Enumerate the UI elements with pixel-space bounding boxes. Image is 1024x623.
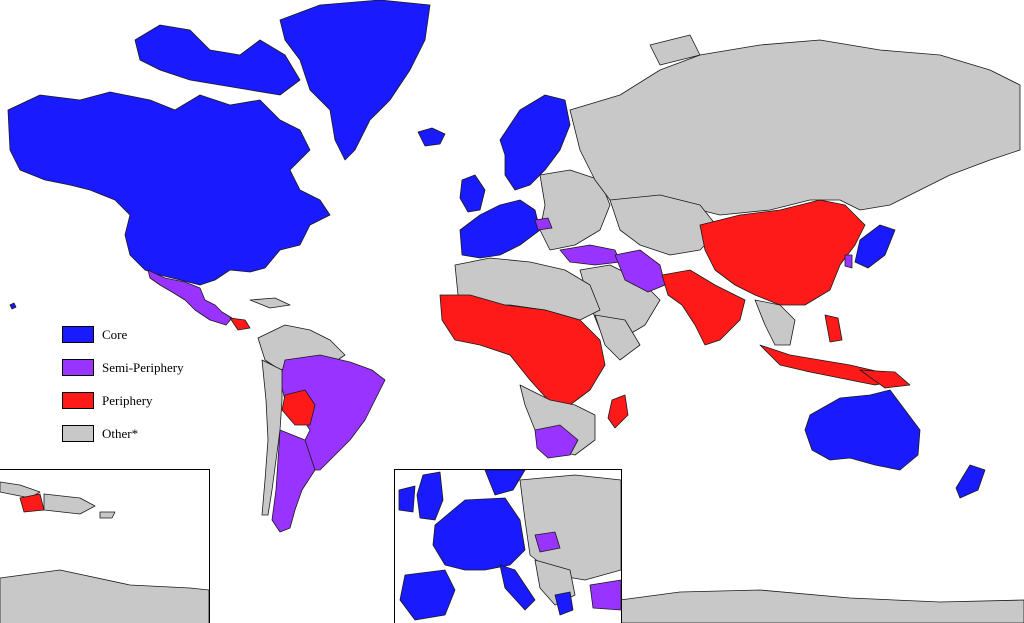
caribbean-inset <box>0 469 210 623</box>
central-asia <box>609 194 721 256</box>
inset-greece <box>554 591 574 616</box>
legend: Core Semi-Periphery Periphery Other* <box>62 318 184 450</box>
argentina <box>271 429 316 533</box>
central-america <box>147 269 291 331</box>
caribbean-islands <box>249 297 291 309</box>
antarctica-edge <box>619 589 1024 623</box>
inset-iberia <box>399 569 456 621</box>
arctic-islands <box>134 24 301 96</box>
legend-item-core: Core <box>62 318 184 351</box>
inset-italy <box>499 564 536 611</box>
mexico <box>147 269 233 326</box>
uk-ireland <box>459 174 486 213</box>
legend-swatch-periphery <box>62 392 94 409</box>
west-central-africa <box>439 294 606 406</box>
turkey <box>559 244 621 266</box>
honduras-area <box>229 317 251 331</box>
inset-scandinavia <box>484 470 526 496</box>
inset-turkey <box>589 579 621 611</box>
oceania <box>804 369 986 499</box>
inset-ireland <box>398 485 416 513</box>
eastern-europe <box>539 169 611 251</box>
papua <box>859 369 911 389</box>
legend-label-other: Other* <box>102 425 139 441</box>
legend-label-core: Core <box>102 326 128 342</box>
legend-item-semi-periphery: Semi-Periphery <box>62 351 184 384</box>
japan <box>854 224 896 269</box>
philippines <box>824 314 843 343</box>
canada-usa <box>7 91 331 286</box>
dominican-republic <box>43 493 96 515</box>
peru-chile-west <box>261 359 283 516</box>
legend-item-periphery: Periphery <box>62 384 184 417</box>
caribbean-inset-map <box>0 481 209 623</box>
venezuela-coast <box>0 569 209 623</box>
puerto-rico <box>99 511 116 519</box>
bolivia <box>281 389 316 426</box>
southeast-asia <box>754 299 796 346</box>
madagascar <box>607 394 629 429</box>
hawaii-dots <box>9 302 17 310</box>
legend-swatch-semi-periphery <box>62 359 94 376</box>
north-asia <box>569 34 1021 256</box>
arctic-russia-islands <box>649 34 701 66</box>
iceland <box>417 127 446 147</box>
inset-hungary <box>534 531 561 553</box>
inset-east-europe <box>519 474 621 581</box>
scandinavia <box>499 94 571 191</box>
china <box>699 199 866 306</box>
korea <box>844 254 853 269</box>
legend-swatch-other <box>62 425 94 442</box>
north-america-core <box>7 0 446 310</box>
inset-uk <box>416 471 444 521</box>
south-africa <box>534 424 579 459</box>
hungary <box>534 217 553 231</box>
legend-label-semi-periphery: Semi-Periphery <box>102 359 184 375</box>
russia <box>569 39 1021 216</box>
inset-west-europe <box>432 497 526 571</box>
south-america <box>257 324 386 533</box>
australia <box>804 389 921 471</box>
southern-africa <box>519 384 596 456</box>
legend-item-other: Other* <box>62 417 184 450</box>
asia-periphery <box>661 199 901 386</box>
middle-east <box>579 249 666 341</box>
legend-swatch-core <box>62 326 94 343</box>
europe-inset <box>394 469 622 623</box>
new-zealand <box>955 464 986 499</box>
europe-inset-map <box>398 470 621 621</box>
europe <box>459 94 621 266</box>
legend-label-periphery: Periphery <box>102 392 153 408</box>
africa <box>439 257 641 459</box>
horn-east-africa <box>594 314 641 361</box>
greenland <box>279 0 431 161</box>
pakistan-india <box>661 269 746 346</box>
